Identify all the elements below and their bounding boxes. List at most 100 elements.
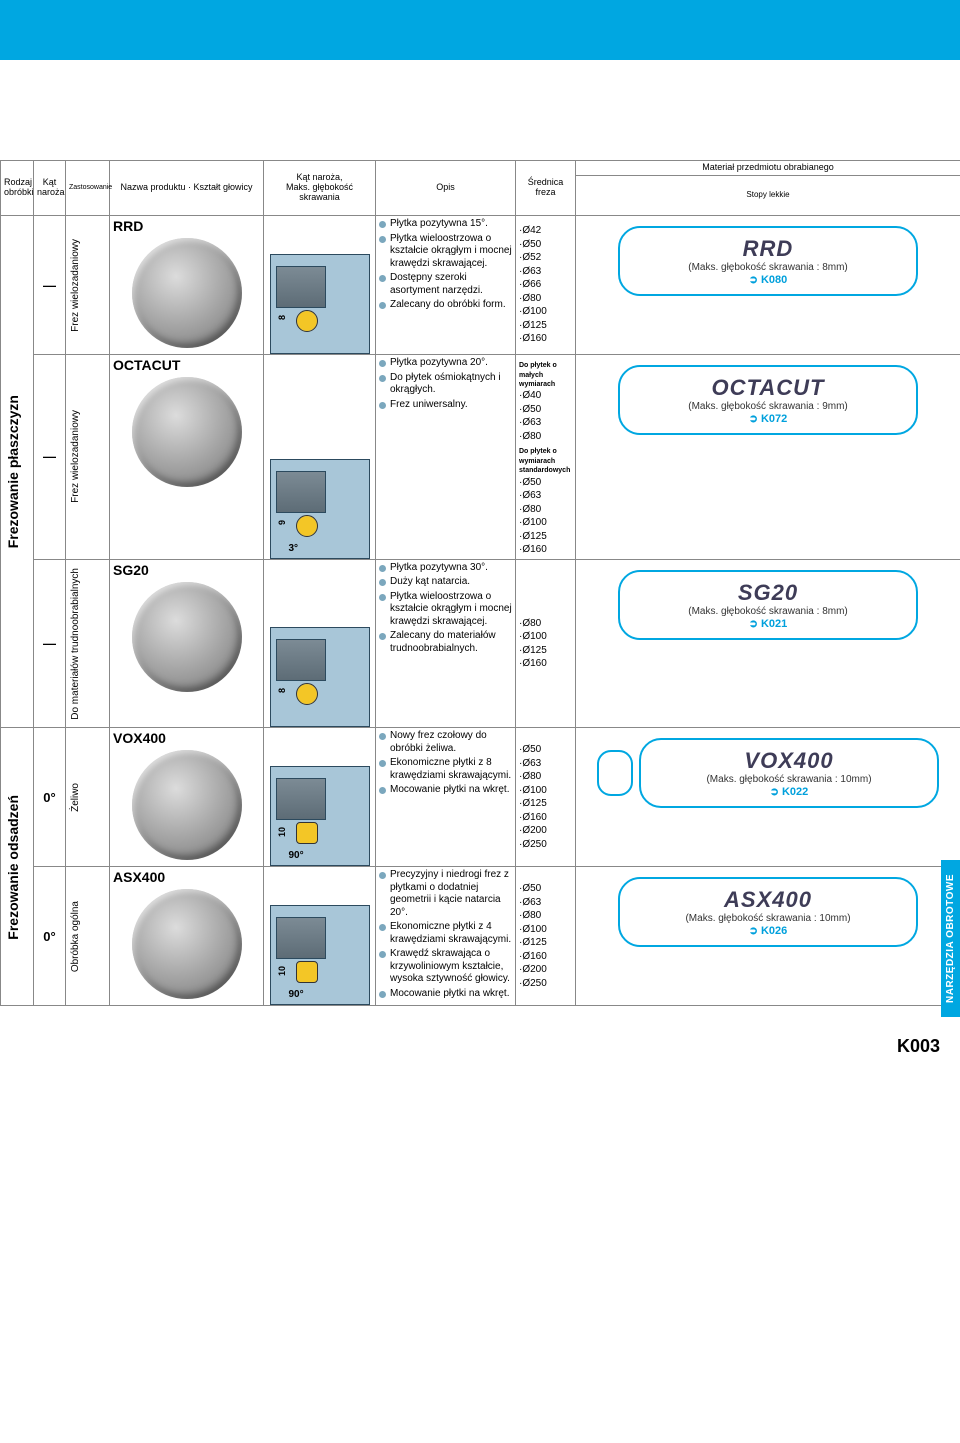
table-row: —Frez wielozadaniowyOCTACUT93°Płytka poz… — [1, 355, 960, 560]
product-name: SG20 — [113, 562, 260, 578]
pill-subtitle: (Maks. głębokość skrawania : 9mm) — [638, 401, 898, 412]
product-name-cell: RRD — [110, 216, 264, 355]
insert-icon — [297, 684, 317, 704]
product-pill[interactable]: SG20(Maks. głębokość skrawania : 8mm)K02… — [618, 570, 918, 640]
pill-code-link[interactable]: K072 — [638, 412, 898, 425]
diameter-value: ·Ø63 — [519, 757, 572, 771]
product-pill[interactable]: RRD(Maks. głębokość skrawania : 8mm)K080 — [618, 226, 918, 296]
schematic-depth: 8 — [277, 315, 287, 320]
section-label: Frezowanie płaszczyzn — [1, 216, 34, 728]
feature-item: Zalecany do materiałów trudnoobrabialnyc… — [379, 630, 512, 655]
schematic-diagram: 1090° — [270, 766, 370, 866]
diameter-value: ·Ø63 — [519, 265, 572, 279]
description-cell: Precyzyjny i niedrogi frez z płytkami o … — [376, 867, 516, 1006]
diameter-value: ·Ø50 — [519, 743, 572, 757]
diameter-cell: ·Ø42·Ø50·Ø52·Ø63·Ø66·Ø80·Ø100·Ø125·Ø160 — [516, 216, 576, 355]
diameter-value: ·Ø40 — [519, 389, 572, 403]
feature-item: Zalecany do obróbki form. — [379, 299, 512, 312]
diameter-value: ·Ø50 — [519, 882, 572, 896]
product-name-cell: OCTACUT — [110, 355, 264, 560]
product-photo — [132, 377, 242, 487]
schematic-depth: 8 — [277, 688, 287, 693]
diameter-value: ·Ø250 — [519, 838, 572, 852]
diameter-value: ·Ø100 — [519, 784, 572, 798]
hdr-nazwa: Nazwa produktu · Kształt głowicy — [110, 161, 264, 216]
application-label: Obróbka ogólna — [66, 867, 110, 1006]
product-name-cell: SG20 — [110, 559, 264, 728]
schematic-angle: 3° — [289, 543, 299, 554]
application-label: Do materiałów trudnoobrabialnych — [66, 559, 110, 728]
insert-icon — [297, 311, 317, 331]
product-pill[interactable]: OCTACUT(Maks. głębokość skrawania : 9mm)… — [618, 365, 918, 435]
diameter-value: ·Ø80 — [519, 430, 572, 444]
insert-icon — [297, 823, 317, 843]
product-name: ASX400 — [113, 869, 260, 885]
catalog-table: Rodzajobróbki Kątnaroża Zastosowanie Naz… — [0, 160, 960, 1006]
feature-item: Dostępny szeroki asortyment narzędzi. — [379, 272, 512, 297]
schematic-depth: 10 — [277, 966, 287, 976]
diameter-value: ·Ø52 — [519, 251, 572, 265]
schematic-cell: 1090° — [264, 728, 376, 867]
material-pill-cell: VOX400(Maks. głębokość skrawania : 10mm)… — [576, 728, 960, 867]
schematic-angle: 90° — [289, 850, 304, 861]
description-cell: Płytka pozytywna 15°.Płytka wieloostrzow… — [376, 216, 516, 355]
description-cell: Płytka pozytywna 20°. Do płytek ośmiokątn… — [376, 355, 516, 560]
feature-item: Ekonomiczne płytki z 4 krawędziami skraw… — [379, 921, 512, 946]
schematic-diagram: 8 — [270, 627, 370, 727]
pill-product-name: ASX400 — [638, 887, 898, 913]
diameter-value: ·Ø125 — [519, 530, 572, 544]
material-pill-cell: SG20(Maks. głębokość skrawania : 8mm)K02… — [576, 559, 960, 728]
material-pill-cell: ASX400(Maks. głębokość skrawania : 10mm)… — [576, 867, 960, 1006]
table-row: 0°Obróbka ogólnaASX4001090°Precyzyjny i … — [1, 867, 960, 1006]
hdr-opis: Opis — [376, 161, 516, 216]
corner-angle: — — [34, 216, 66, 355]
corner-angle: — — [34, 559, 66, 728]
diameter-value: ·Ø80 — [519, 292, 572, 306]
hdr-rodzaj: Rodzajobróbki — [1, 161, 34, 216]
side-tab-rotary-tools: NARZĘDZIA OBROTOWE — [941, 860, 960, 1017]
diameter-value: ·Ø63 — [519, 416, 572, 430]
product-pill[interactable]: VOX400(Maks. głębokość skrawania : 10mm)… — [639, 738, 939, 808]
schematic-cell: 93° — [264, 355, 376, 560]
pill-code-link[interactable]: K026 — [638, 924, 898, 937]
diameter-value: ·Ø160 — [519, 332, 572, 346]
product-name: OCTACUT — [113, 357, 260, 373]
feature-item: Płytka wieloostrzowa o kształcie okrągły… — [379, 591, 512, 629]
page-number: K003 — [0, 1006, 960, 1067]
feature-item: Do płytek ośmiokątnych i okrągłych. — [379, 372, 512, 397]
diameter-value: ·Ø160 — [519, 950, 572, 964]
feature-item: Płytka pozytywna 20°. — [379, 357, 512, 370]
pill-code-link[interactable]: K022 — [659, 785, 919, 798]
pill-code-link[interactable]: K080 — [638, 273, 898, 286]
material-pill-cell: OCTACUT(Maks. głębokość skrawania : 9mm)… — [576, 355, 960, 560]
product-pill[interactable]: ASX400(Maks. głębokość skrawania : 10mm)… — [618, 877, 918, 947]
product-photo — [132, 889, 242, 999]
schematic-diagram: 8 — [270, 254, 370, 354]
hdr-material-group: Materiał przedmiotu obrabianego — [576, 161, 960, 176]
diameter-value: ·Ø80 — [519, 617, 572, 631]
diameter-value: ·Ø200 — [519, 963, 572, 977]
pill-subtitle: (Maks. głębokość skrawania : 8mm) — [638, 606, 898, 617]
diameter-value: ·Ø63 — [519, 489, 572, 503]
corner-angle: 0° — [34, 867, 66, 1006]
schematic-cell: 1090° — [264, 867, 376, 1006]
application-label: Frez wielozadaniowy — [66, 216, 110, 355]
table-row: Frezowanie płaszczyzn—Frez wielozadaniow… — [1, 216, 960, 355]
diameter-value: ·Ø125 — [519, 797, 572, 811]
insert-icon — [297, 516, 317, 536]
hdr-zast: Zastosowanie — [66, 161, 110, 216]
pill-code-link[interactable]: K021 — [638, 617, 898, 630]
diameter-value: ·Ø50 — [519, 403, 572, 417]
diameter-value: ·Ø66 — [519, 278, 572, 292]
schematic-cell: 8 — [264, 216, 376, 355]
pill-product-name: OCTACUT — [638, 375, 898, 401]
diameter-value: ·Ø125 — [519, 319, 572, 333]
feature-item: Frez uniwersalny. — [379, 399, 512, 412]
section-label: Frezowanie odsadzeń — [1, 728, 34, 1006]
insert-icon — [297, 962, 317, 982]
diameter-value: ·Ø50 — [519, 476, 572, 490]
pill-subtitle: (Maks. głębokość skrawania : 8mm) — [638, 262, 898, 273]
product-photo — [132, 238, 242, 348]
feature-item: Krawędź skrawająca o krzywoliniowym kszt… — [379, 948, 512, 986]
diameter-value: ·Ø100 — [519, 305, 572, 319]
